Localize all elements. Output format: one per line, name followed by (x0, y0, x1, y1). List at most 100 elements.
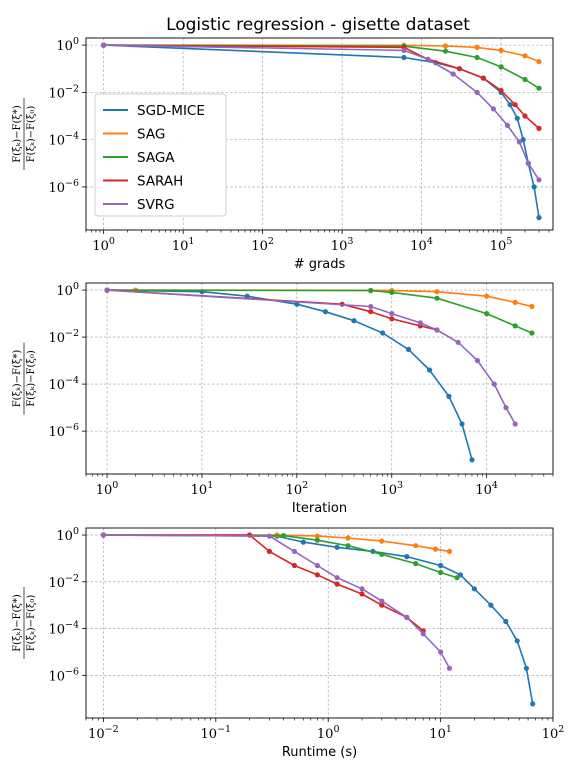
plot-frame (85, 37, 554, 231)
x-axis-label: # grads (294, 257, 346, 272)
y-tick-label: 10−4 (48, 131, 79, 149)
data-point-svrg (314, 562, 320, 569)
data-point-sarah (456, 66, 463, 72)
data-point-svrg (504, 122, 510, 128)
data-point-sag (498, 47, 504, 54)
data-point-sag (529, 303, 535, 310)
data-point-saga (314, 537, 320, 543)
data-point-svrg (401, 47, 407, 54)
svg-text:F(ξₖ)−F(ξ₀): F(ξₖ)−F(ξ₀) (26, 595, 37, 652)
data-point-sgd-mice (530, 701, 536, 707)
legend-label-saga: SAGA (137, 150, 175, 166)
data-point-svrg (389, 311, 395, 317)
data-point-svrg (100, 532, 106, 538)
x-axis-label: Runtime (s) (282, 745, 357, 760)
x-tick-label: 102 (542, 724, 565, 742)
x-tick-label: 10−2 (88, 724, 119, 742)
data-point-sag (512, 299, 518, 305)
data-point-saga (522, 76, 528, 83)
data-point-sarah (334, 581, 340, 587)
data-point-sgd-mice (536, 215, 542, 221)
data-point-svrg (334, 575, 340, 581)
data-point-sgd-mice (457, 572, 463, 578)
data-point-svrg (425, 56, 431, 62)
y-tick-label: 10−4 (48, 375, 79, 393)
y-tick-label: 10−6 (48, 666, 79, 684)
data-point-svrg (101, 42, 107, 48)
data-point-sag (442, 43, 449, 49)
series-line-saga (103, 534, 458, 579)
data-point-sarah (359, 591, 365, 597)
data-point-saga (413, 561, 419, 567)
plot-frame (85, 282, 554, 475)
x-tick-label: 102 (286, 480, 309, 498)
data-point-svrg (104, 287, 110, 293)
data-point-svrg (404, 614, 410, 621)
x-tick-label: 104 (410, 236, 433, 254)
data-point-saga (434, 295, 440, 301)
legend-label-sgd-mice: SGD-MICE (137, 103, 205, 119)
y-axis-label: F(ξₖ)−F(ξ*) F(ξₖ)−F(ξ₀) (12, 342, 37, 415)
data-point-sag (522, 53, 528, 59)
x-tick-label: 101 (429, 724, 452, 742)
y-tick-label: 100 (56, 281, 79, 299)
data-point-sgd-mice (405, 346, 412, 352)
data-point-sgd-mice (503, 618, 509, 625)
legend-box (94, 93, 227, 217)
data-point-svrg (474, 89, 480, 95)
x-tick-label: 104 (475, 480, 498, 498)
x-tick-label: 105 (490, 236, 513, 254)
data-point-sag (474, 44, 480, 51)
x-tick-label: 102 (251, 236, 274, 254)
svg-text:F(ξₖ)−F(ξ₀): F(ξₖ)−F(ξ₀) (26, 350, 37, 407)
chart-panel-1: 100 101 102 103 104 105 100 10−2 10−4 10−6 # grads… (12, 36, 554, 272)
data-point-sarah (512, 102, 518, 108)
data-point-saga (498, 64, 504, 70)
data-point-sag (536, 59, 542, 65)
x-tick-label: 100 (317, 724, 340, 742)
data-point-sag (413, 543, 419, 549)
data-point-sag (432, 546, 439, 552)
data-point-sarah (368, 309, 374, 315)
data-point-sarah (536, 125, 542, 131)
data-point-svrg (379, 598, 385, 604)
x-tick-label: 103 (331, 236, 354, 254)
data-point-saga (368, 288, 374, 294)
data-point-sarah (522, 113, 528, 119)
data-point-sag (379, 538, 385, 544)
data-point-sgd-mice (322, 309, 328, 315)
data-point-sarah (291, 562, 297, 569)
data-point-sarah (314, 572, 320, 578)
data-point-svrg (525, 160, 531, 166)
data-point-svrg (516, 139, 523, 145)
y-axis-label: F(ξₖ)−F(ξ*) F(ξₖ)−F(ξ₀) (12, 587, 37, 659)
series-line-saga (107, 289, 533, 334)
y-axis-label: F(ξₖ)−F(ξ*) F(ξₖ)−F(ξ₀) (12, 98, 37, 170)
y-tick-label: 10−2 (48, 83, 79, 101)
data-point-sarah (379, 602, 385, 608)
svg-text:F(ξₖ)−F(ξ*): F(ξₖ)−F(ξ*) (12, 350, 23, 408)
x-tick-label: 100 (92, 236, 115, 254)
data-point-sgd-mice (488, 602, 494, 608)
data-point-sgd-mice (351, 318, 357, 324)
data-point-sarah (498, 87, 504, 94)
chart-title: Logistic regression - gisette dataset (166, 15, 470, 35)
data-point-sag (314, 533, 320, 539)
svg-text:F(ξₖ)−F(ξ*): F(ξₖ)−F(ξ*) (12, 594, 23, 652)
data-point-sgd-mice (438, 562, 444, 569)
series-line-saga (103, 44, 540, 89)
data-point-svrg (446, 665, 453, 671)
data-point-sag (434, 289, 440, 295)
data-point-sgd-mice (531, 184, 537, 190)
data-point-svrg (266, 533, 272, 539)
panels: 100 101 102 103 104 105 100 10−2 10−4 10−6 # grads… (12, 36, 564, 760)
data-point-sgd-mice (244, 293, 250, 299)
data-point-saga (280, 533, 287, 539)
data-point-saga (536, 85, 542, 91)
data-point-sgd-mice (520, 137, 526, 143)
data-point-sgd-mice (459, 421, 465, 427)
data-point-svrg (291, 548, 297, 555)
data-point-sgd-mice (507, 102, 513, 108)
data-point-sgd-mice (334, 544, 340, 550)
